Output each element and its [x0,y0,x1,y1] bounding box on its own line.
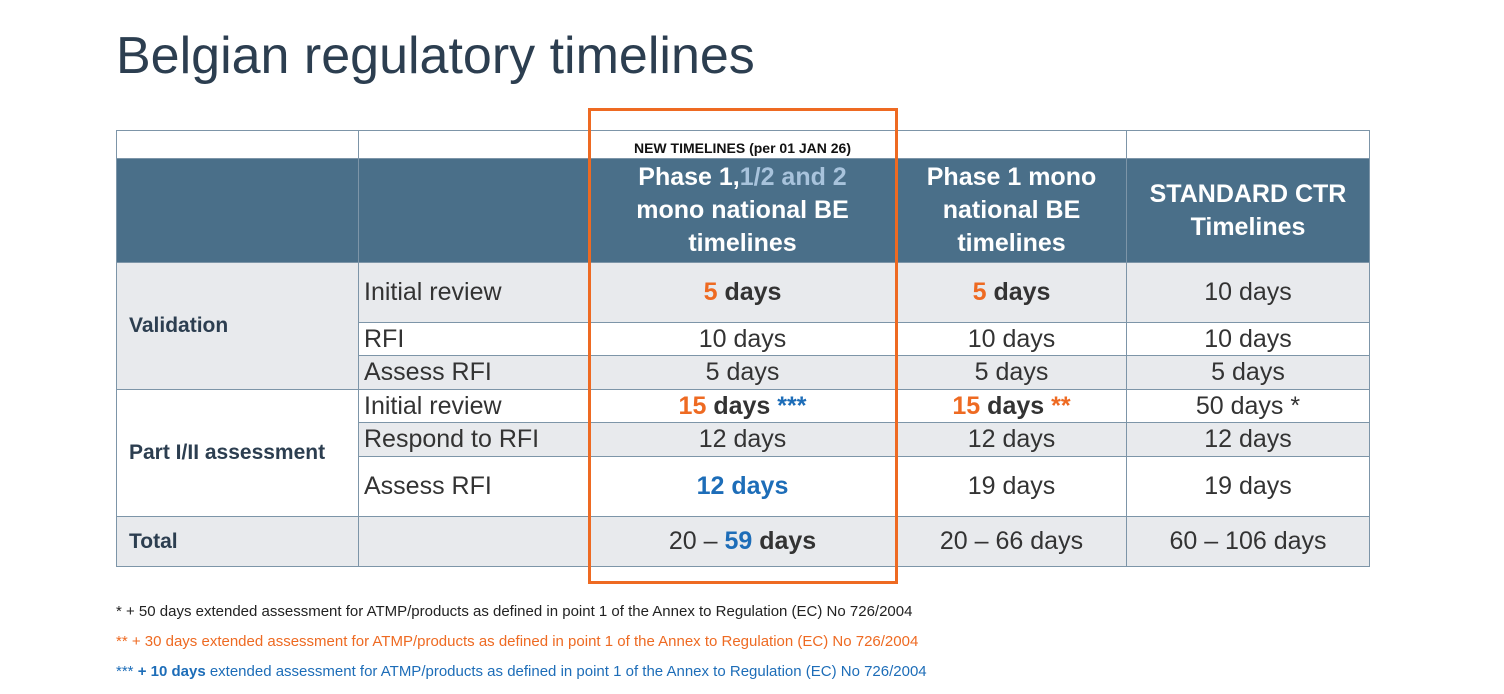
text-part: + 10 days [137,663,206,680]
text-part: extended assessment for ATMP/products as… [209,663,927,680]
highlight-box [588,108,898,584]
cell: 19 days [1126,456,1370,517]
cell: 5 days [896,262,1127,323]
group-label: Part I/II assessment [116,389,359,517]
cell: 5 days [896,355,1127,390]
footnote: ** + 30 days extended assessment for ATM… [116,633,919,650]
cell: 12 days [896,422,1127,457]
timeline-table: NEW TIMELINES (per 01 JAN 26) Phase 1,1/… [116,130,1370,567]
text-part: 15 [678,391,707,420]
cell: 19 days [896,456,1127,517]
step: Initial review [358,262,589,323]
text-part: days [759,527,817,555]
text-part: 20 – [668,527,718,555]
text-part: *** [777,391,807,420]
cell: 10 days [1126,262,1370,323]
text-part: days [987,391,1045,420]
cell: 15 days *** [588,389,897,423]
step: Initial review [358,389,589,423]
step: Respond to RFI [358,422,589,457]
cell: 10 days [896,322,1127,356]
cell: 10 days [1126,322,1370,356]
group-label: Validation [116,262,359,390]
cell: 20 – 66 days [896,516,1127,567]
header: Phase 1 mono national BE timelines [896,158,1127,263]
text-part: 59 [724,527,753,555]
header: Phase 1,1/2 and 2 mono national BE timeli… [588,158,897,263]
text-part: 15 [952,391,981,420]
title: Belgian regulatory timelines [116,27,755,85]
cell: 5 days [588,262,897,323]
text-part: Phase 1, [638,163,740,191]
text-part: days [724,278,782,306]
cell: 5 days [1126,355,1370,390]
step: Assess RFI [358,456,589,517]
step: RFI [358,322,589,356]
step: Assess RFI [358,355,589,390]
cell: 50 days * [1126,389,1370,423]
text-part: 5 [972,278,987,306]
text-part: days [713,391,771,420]
note: NEW TIMELINES (per 01 JAN 26) [588,130,897,159]
cell: 20 – 59 days [588,516,897,567]
footnote: * + 50 days extended assessment for ATMP… [116,603,913,620]
text-part: 1/2 and 2 [739,163,847,191]
footnote: *** + 10 days extended assessment for AT… [116,663,927,680]
total-label: Total [116,516,359,567]
text-part: mono national BE timelines [636,196,849,257]
cell: 60 – 106 days [1126,516,1370,567]
cell: 15 days ** [896,389,1127,423]
text-part: *** [116,663,134,680]
cell: 10 days [588,322,897,356]
text-part: 5 [703,278,718,306]
text-part: days [993,278,1051,306]
header: STANDARD CTR Timelines [1126,158,1370,263]
text-part: ** [1051,391,1071,420]
cell: 12 days [1126,422,1370,457]
cell: 5 days [588,355,897,390]
